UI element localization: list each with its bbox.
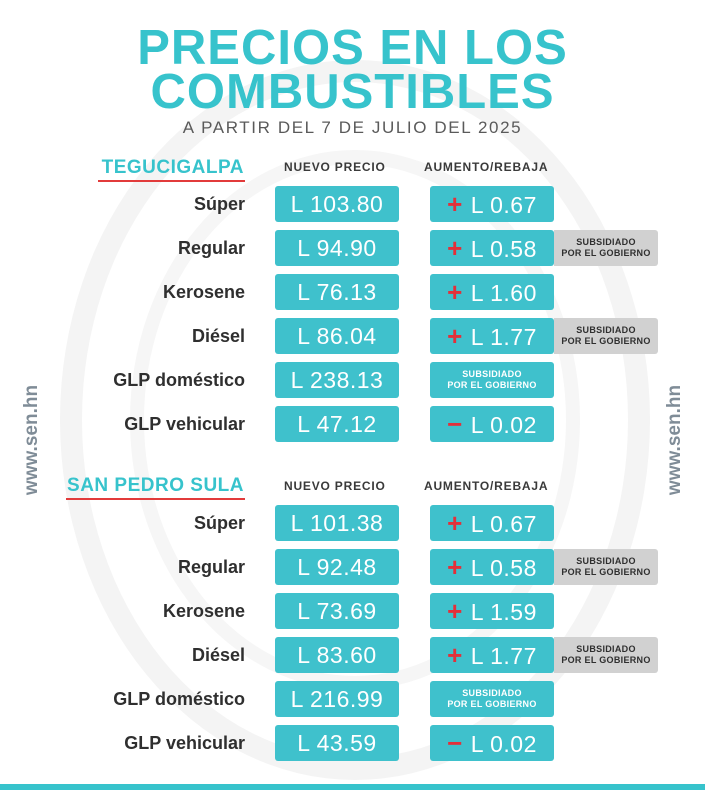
fuel-name: GLP doméstico <box>113 370 245 390</box>
subtitle-date: A PARTIR DEL 7 DE JULIO DEL 2025 <box>182 118 523 137</box>
fuel-row: Kerosene L 76.13 + L 1.60 <box>0 274 705 310</box>
change-sign: + <box>447 233 463 263</box>
change-box: + L 1.77 <box>430 318 554 354</box>
price-box: L 76.13 <box>275 274 399 310</box>
subsidy-line-1: SUBSIDIADO <box>462 369 522 379</box>
change-sign: + <box>447 189 463 219</box>
subsidy-line-1: SUBSIDIADO <box>576 237 636 247</box>
subsidy-line-1: SUBSIDIADO <box>576 325 636 335</box>
change-value: L 1.60 <box>470 280 537 306</box>
subsidy-line-2: POR EL GOBIERNO <box>561 655 651 665</box>
fuel-row: GLP vehicular L 47.12 − L 0.02 <box>0 406 705 442</box>
subsidy-line-2: POR EL GOBIERNO <box>561 336 651 346</box>
column-header-change: AUMENTO/REBAJA <box>424 160 549 174</box>
subsidy-badge: SUBSIDIADO POR EL GOBIERNO <box>554 230 658 266</box>
fuel-name: GLP doméstico <box>113 689 245 709</box>
change-sign: + <box>447 277 463 307</box>
change-box: + L 1.59 <box>430 593 554 629</box>
fuel-name: Regular <box>177 557 245 577</box>
subsidy-box: SUBSIDIADO POR EL GOBIERNO <box>430 681 554 717</box>
column-header-change: AUMENTO/REBAJA <box>424 479 549 493</box>
subsidy-line-2: POR EL GOBIERNO <box>447 699 537 709</box>
fuel-row: GLP doméstico L 216.99 SUBSIDIADO POR EL … <box>0 681 705 717</box>
subsidy-line-2: POR EL GOBIERNO <box>561 567 651 577</box>
fuel-row: Kerosene L 73.69 + L 1.59 <box>0 593 705 629</box>
change-sign: + <box>447 596 463 626</box>
change-value: L 1.77 <box>470 643 537 669</box>
fuel-name: Kerosene <box>162 282 245 302</box>
fuel-row: GLP doméstico L 238.13 SUBSIDIADO POR EL … <box>0 362 705 398</box>
fuel-name: Diésel <box>191 326 245 346</box>
fuel-row: Regular L 94.90 + L 0.58 SUBSIDIADO POR EL… <box>0 230 705 266</box>
change-box: + L 0.67 <box>430 505 554 541</box>
change-sign: + <box>447 321 463 351</box>
price-box: L 101.38 <box>275 505 399 541</box>
subsidy-badge: SUBSIDIADO POR EL GOBIERNO <box>554 318 658 354</box>
subsidy-box: SUBSIDIADO POR EL GOBIERNO <box>430 362 554 398</box>
change-value: L 0.67 <box>470 511 537 537</box>
bottom-accent-bar <box>0 784 705 790</box>
price-box: L 216.99 <box>275 681 399 717</box>
fuel-row: Súper L 103.80 + L 0.67 <box>0 186 705 222</box>
change-box: + L 0.67 <box>430 186 554 222</box>
price-box: L 103.80 <box>275 186 399 222</box>
city-underline <box>98 180 245 182</box>
change-sign: − <box>447 728 463 758</box>
title-line-2: COMBUSTIBLES <box>150 65 555 119</box>
fuel-name: Diésel <box>191 645 245 665</box>
city-label-tegucigalpa: TEGUCIGALPA <box>101 157 244 178</box>
subsidy-line-1: SUBSIDIADO <box>462 688 522 698</box>
change-sign: + <box>447 508 463 538</box>
change-value: L 0.67 <box>470 192 537 218</box>
change-value: L 0.02 <box>470 412 537 438</box>
subsidy-line-2: POR EL GOBIERNO <box>447 380 537 390</box>
price-box: L 238.13 <box>275 362 399 398</box>
price-box: L 73.69 <box>275 593 399 629</box>
change-value: L 1.59 <box>470 599 537 625</box>
subsidy-badge: SUBSIDIADO POR EL GOBIERNO <box>554 637 658 673</box>
subsidy-line-1: SUBSIDIADO <box>576 556 636 566</box>
fuel-row: Diésel L 83.60 + L 1.77 SUBSIDIADO POR EL … <box>0 637 705 673</box>
fuel-name: Súper <box>193 513 245 533</box>
fuel-row: Regular L 92.48 + L 0.58 SUBSIDIADO POR EL… <box>0 549 705 585</box>
column-header-price: NUEVO PRECIO <box>284 479 386 493</box>
fuel-name: Súper <box>193 194 245 214</box>
change-value: L 0.58 <box>470 555 537 581</box>
price-box: L 94.90 <box>275 230 399 266</box>
change-sign: + <box>447 552 463 582</box>
price-box: L 86.04 <box>275 318 399 354</box>
change-sign: − <box>447 409 463 439</box>
fuel-row: GLP vehicular L 43.59 − L 0.02 <box>0 725 705 761</box>
change-value: L 0.58 <box>470 236 537 262</box>
fuel-name: Kerosene <box>162 601 245 621</box>
subsidy-line-1: SUBSIDIADO <box>576 644 636 654</box>
change-box: + L 1.77 <box>430 637 554 673</box>
change-sign: + <box>447 640 463 670</box>
city-label-san-pedro-sula: SAN PEDRO SULA <box>67 475 244 496</box>
change-value: L 0.02 <box>470 731 537 757</box>
fuel-name: Regular <box>177 238 245 258</box>
change-box: + L 1.60 <box>430 274 554 310</box>
fuel-name: GLP vehicular <box>124 414 245 434</box>
subsidy-line-2: POR EL GOBIERNO <box>561 248 651 258</box>
price-box: L 92.48 <box>275 549 399 585</box>
price-box: L 83.60 <box>275 637 399 673</box>
price-box: L 43.59 <box>275 725 399 761</box>
column-header-price: NUEVO PRECIO <box>284 160 386 174</box>
change-box: − L 0.02 <box>430 406 554 442</box>
subsidy-badge: SUBSIDIADO POR EL GOBIERNO <box>554 549 658 585</box>
city-underline <box>66 498 245 500</box>
fuel-row: Súper L 101.38 + L 0.67 <box>0 505 705 541</box>
change-box: − L 0.02 <box>430 725 554 761</box>
price-box: L 47.12 <box>275 406 399 442</box>
change-box: + L 0.58 <box>430 230 554 266</box>
fuel-row: Diésel L 86.04 + L 1.77 SUBSIDIADO POR EL … <box>0 318 705 354</box>
fuel-name: GLP vehicular <box>124 733 245 753</box>
change-value: L 1.77 <box>470 324 537 350</box>
title-line-1: PRECIOS EN LOS <box>137 21 568 75</box>
change-box: + L 0.58 <box>430 549 554 585</box>
